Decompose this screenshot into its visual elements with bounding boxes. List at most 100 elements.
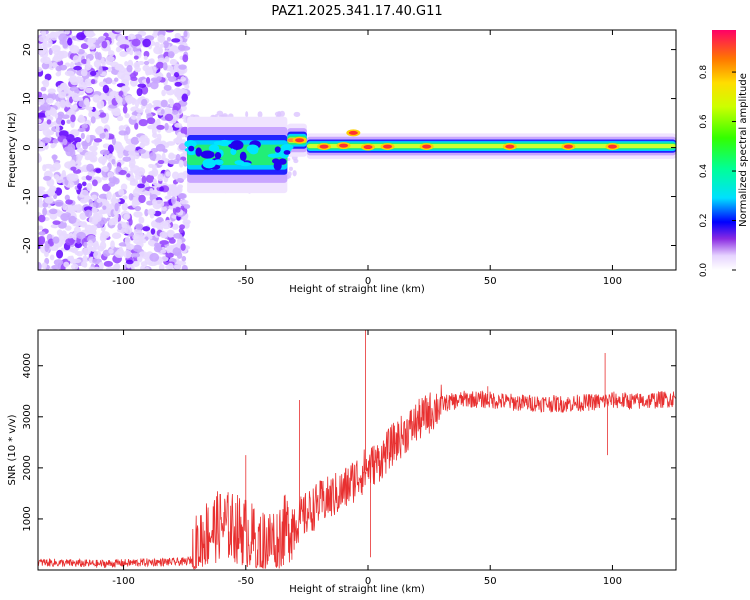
- noise-speckle: [66, 119, 71, 124]
- noise-speckle: [178, 159, 184, 168]
- noise-speckle: [122, 105, 128, 114]
- noise-speckle: [98, 65, 103, 75]
- noise-speckle: [140, 265, 146, 270]
- noise-speckle: [149, 252, 160, 262]
- noise-speckle: [41, 137, 51, 144]
- noise-speckle: [146, 117, 156, 125]
- noise-speckle: [54, 199, 64, 207]
- noise-speckle: [69, 77, 78, 83]
- noise-speckle: [55, 176, 64, 184]
- noise-speckle: [94, 51, 100, 60]
- noise-speckle: [80, 69, 88, 77]
- noise-speckle: [44, 110, 50, 117]
- noise-speckle: [38, 235, 46, 245]
- noise-speckle: [118, 169, 127, 176]
- noise-speckle: [54, 31, 61, 37]
- noise-speckle: [50, 108, 57, 117]
- noise-speckle: [70, 263, 79, 270]
- noise-speckle: [136, 113, 142, 119]
- noise-speckle: [112, 193, 117, 203]
- noise-speckle: [183, 221, 190, 229]
- noise-speckle: [69, 61, 75, 71]
- noise-speckle: [124, 60, 129, 67]
- noise-speckle: [143, 50, 150, 58]
- noise-speckle: [178, 64, 187, 70]
- noise-speckle: [128, 158, 136, 167]
- noise-speckle: [138, 251, 148, 258]
- noise-speckle: [87, 171, 96, 177]
- noise-speckle: [99, 93, 108, 102]
- noise-speckle: [86, 182, 93, 192]
- noise-speckle: [153, 30, 158, 36]
- noise-speckle: [152, 178, 157, 186]
- noise-speckle: [47, 88, 56, 94]
- noise-speckle: [42, 79, 50, 88]
- noise-speckle: [78, 80, 85, 90]
- noise-speckle: [47, 188, 55, 197]
- noise-speckle: [173, 232, 183, 239]
- noise-speckle: [162, 40, 169, 49]
- noise-speckle: [50, 224, 59, 229]
- noise-speckle: [131, 199, 137, 209]
- noise-speckle: [144, 208, 149, 217]
- signal-blob: [202, 158, 216, 169]
- noise-speckle: [99, 100, 105, 109]
- spectrogram-x-tick-label: -100: [112, 276, 135, 287]
- noise-speckle: [77, 128, 86, 133]
- noise-speckle: [149, 152, 157, 161]
- snr-y-tick-label: 1000: [22, 506, 33, 531]
- hot-spot-core: [363, 145, 373, 150]
- noise-speckle: [120, 183, 128, 191]
- noise-speckle: [103, 260, 114, 267]
- noise-speckle: [93, 250, 102, 259]
- noise-speckle: [129, 181, 140, 186]
- signal-blob: [188, 145, 195, 152]
- noise-speckle: [103, 154, 109, 161]
- noise-speckle: [112, 216, 119, 222]
- colorbar-tick-label: 0.2: [699, 213, 709, 227]
- noise-speckle: [42, 175, 52, 181]
- noise-speckle: [74, 242, 83, 249]
- noise-speckle: [164, 113, 174, 122]
- signal-blob: [278, 158, 287, 165]
- noise-speckle: [124, 95, 134, 103]
- noise-speckle: [118, 144, 124, 154]
- noise-speckle: [124, 145, 134, 152]
- noise-speckle: [45, 33, 52, 42]
- noise-speckle: [179, 224, 185, 230]
- noise-speckle: [165, 171, 171, 177]
- noise-speckle: [160, 249, 167, 254]
- noise-speckle: [52, 138, 59, 144]
- noise-speckle: [175, 178, 184, 183]
- noise-speckle: [60, 213, 70, 222]
- noise-speckle: [38, 225, 44, 231]
- noise-speckle: [136, 108, 144, 113]
- colorbar-tick-label: 0.6: [699, 114, 709, 129]
- noise-speckle: [38, 35, 49, 43]
- noise-speckle: [101, 60, 106, 67]
- signal-blob: [283, 150, 291, 155]
- noise-speckle: [169, 58, 178, 66]
- noise-speckle: [157, 159, 165, 165]
- noise-speckle: [38, 140, 44, 149]
- noise-speckle: [67, 37, 73, 46]
- noise-speckle: [172, 109, 179, 115]
- noise-speckle: [107, 144, 114, 154]
- noise-speckle: [121, 202, 129, 211]
- noise-speckle: [72, 55, 80, 64]
- noise-speckle: [159, 231, 168, 239]
- noise-speckle: [93, 138, 103, 143]
- noise-speckle: [177, 193, 187, 200]
- noise-speckle: [99, 149, 110, 156]
- snr-x-tick-label: 0: [365, 576, 371, 587]
- hot-spot-core: [607, 144, 617, 149]
- noise-speckle: [69, 159, 76, 167]
- noise-speckle: [83, 97, 90, 106]
- noise-speckle: [133, 211, 143, 218]
- noise-speckle: [119, 39, 130, 45]
- noise-speckle: [145, 77, 151, 84]
- noise-speckle: [136, 87, 143, 97]
- noise-speckle: [149, 188, 154, 194]
- noise-speckle: [124, 113, 130, 119]
- noise-speckle: [63, 85, 70, 94]
